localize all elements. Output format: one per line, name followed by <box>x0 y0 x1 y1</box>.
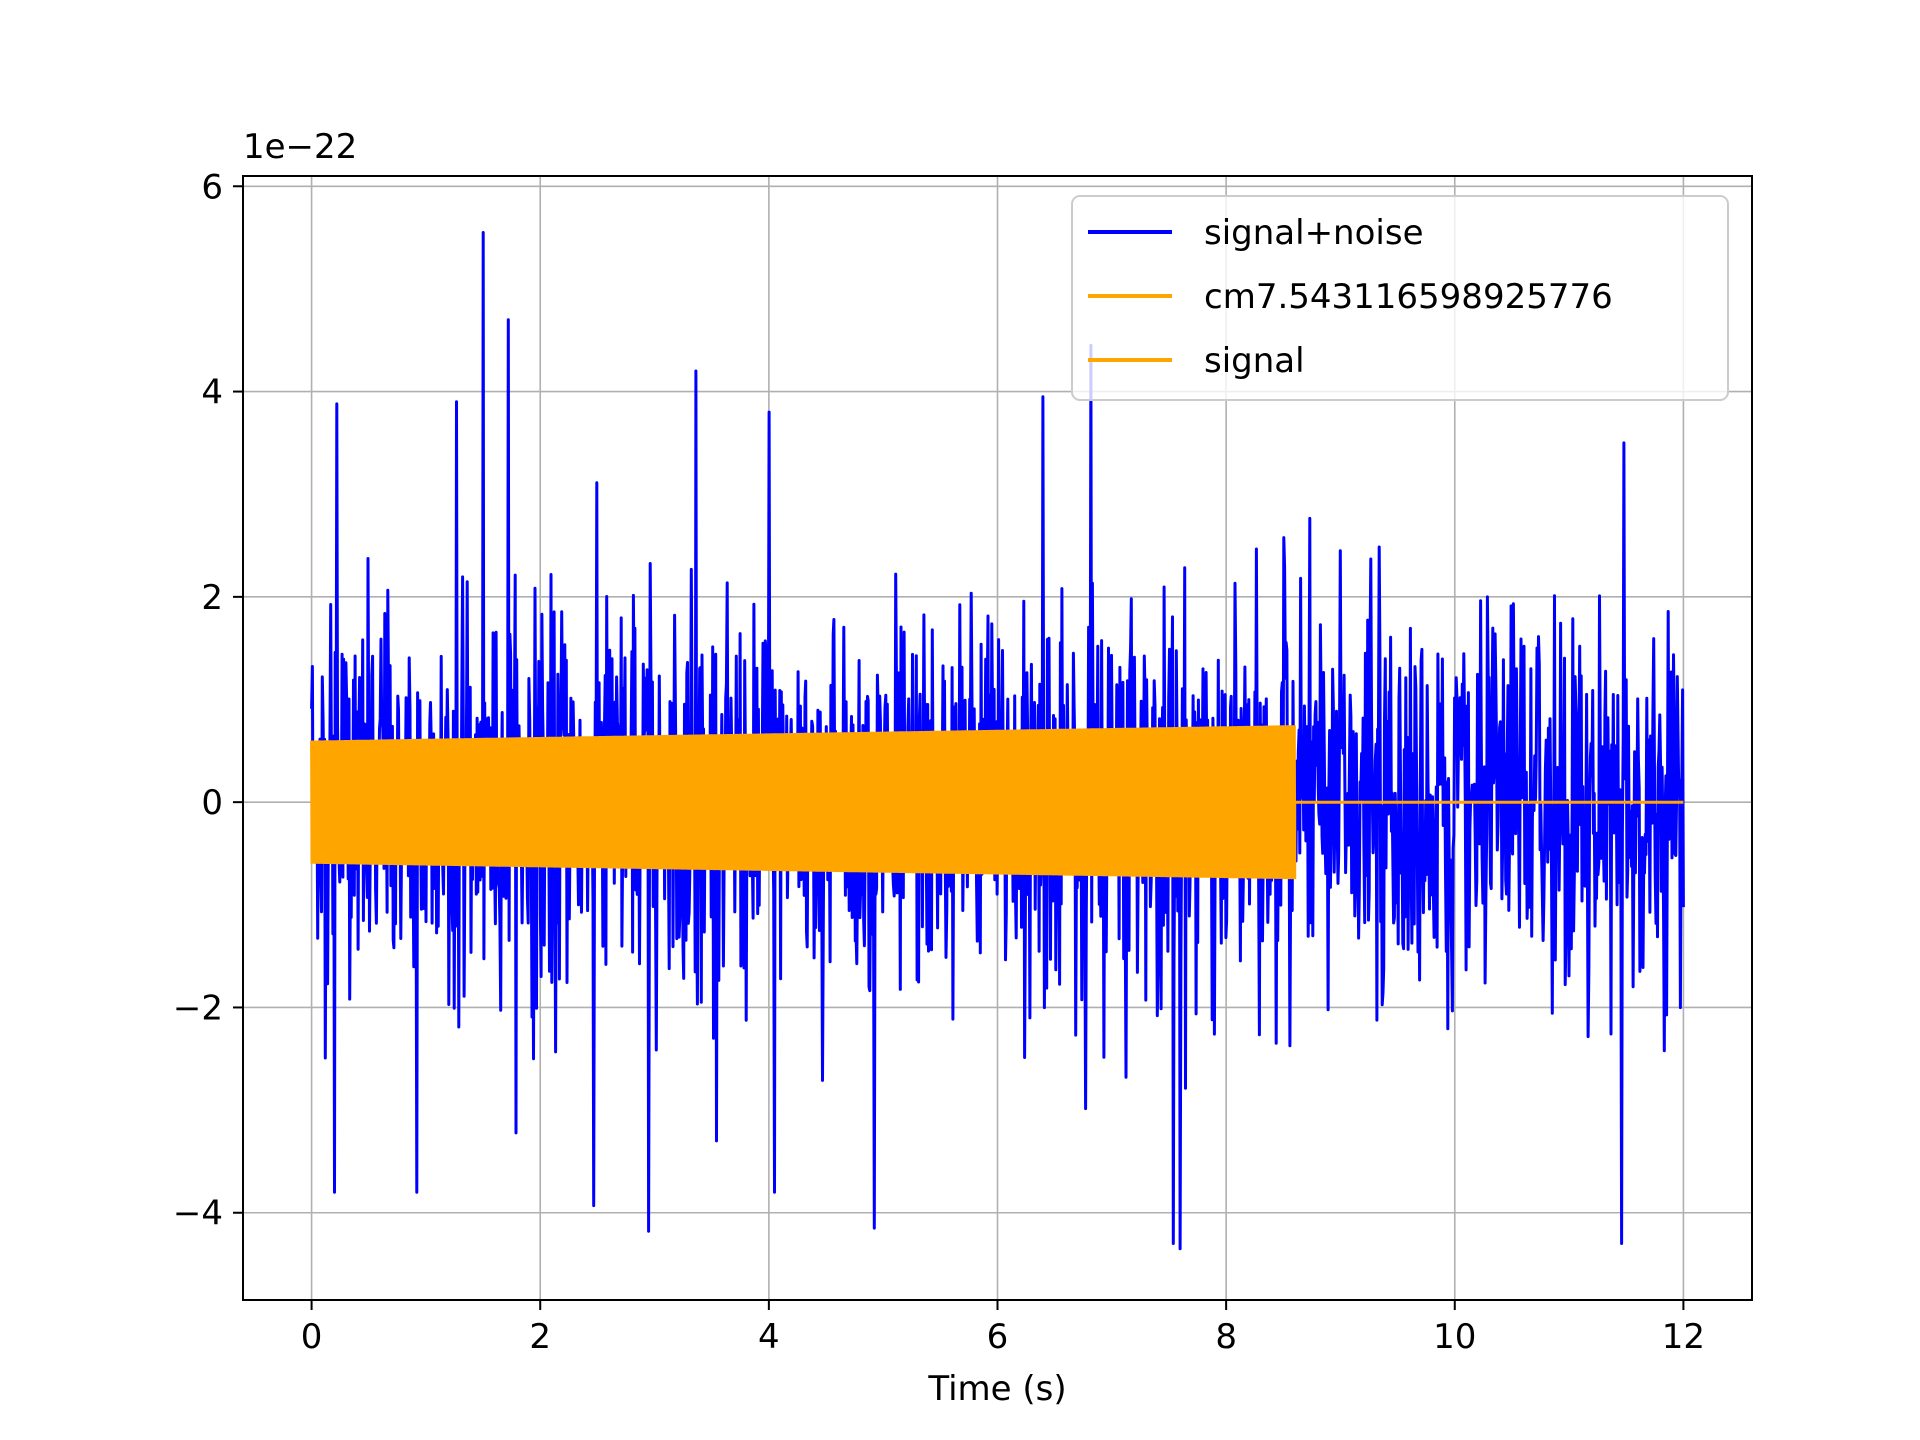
series-signal-line <box>310 725 1684 880</box>
x-tick-label: 2 <box>529 1317 551 1357</box>
x-tick-label: 10 <box>1433 1317 1476 1357</box>
x-tick-label: 0 <box>301 1317 323 1357</box>
legend-label: signal <box>1204 341 1305 381</box>
y-tick-label: −2 <box>173 988 223 1028</box>
y-tick-label: −4 <box>173 1194 223 1234</box>
legend-box <box>1071 195 1729 401</box>
y-tick-label: 4 <box>201 373 223 413</box>
legend-label: signal+noise <box>1204 213 1424 253</box>
y-tick-label: 6 <box>201 167 223 207</box>
x-tick-label: 8 <box>1215 1317 1237 1357</box>
x-axis-label: Time (s) <box>927 1369 1066 1409</box>
legend-label: cm7.543116598925776 <box>1204 277 1613 317</box>
plot-area <box>310 231 1685 1251</box>
legend: signal+noise cm7.543116598925776 signal <box>1071 195 1729 401</box>
axis-ticks: 0 2 4 6 8 10 12 −4 −2 0 2 4 6 <box>173 167 1705 1357</box>
y-tick-label: 0 <box>201 783 223 823</box>
x-tick-label: 6 <box>987 1317 1009 1357</box>
x-tick-label: 12 <box>1662 1317 1705 1357</box>
y-offset-text: 1e−22 <box>243 127 357 167</box>
y-tick-label: 2 <box>201 578 223 618</box>
x-tick-label: 4 <box>758 1317 780 1357</box>
